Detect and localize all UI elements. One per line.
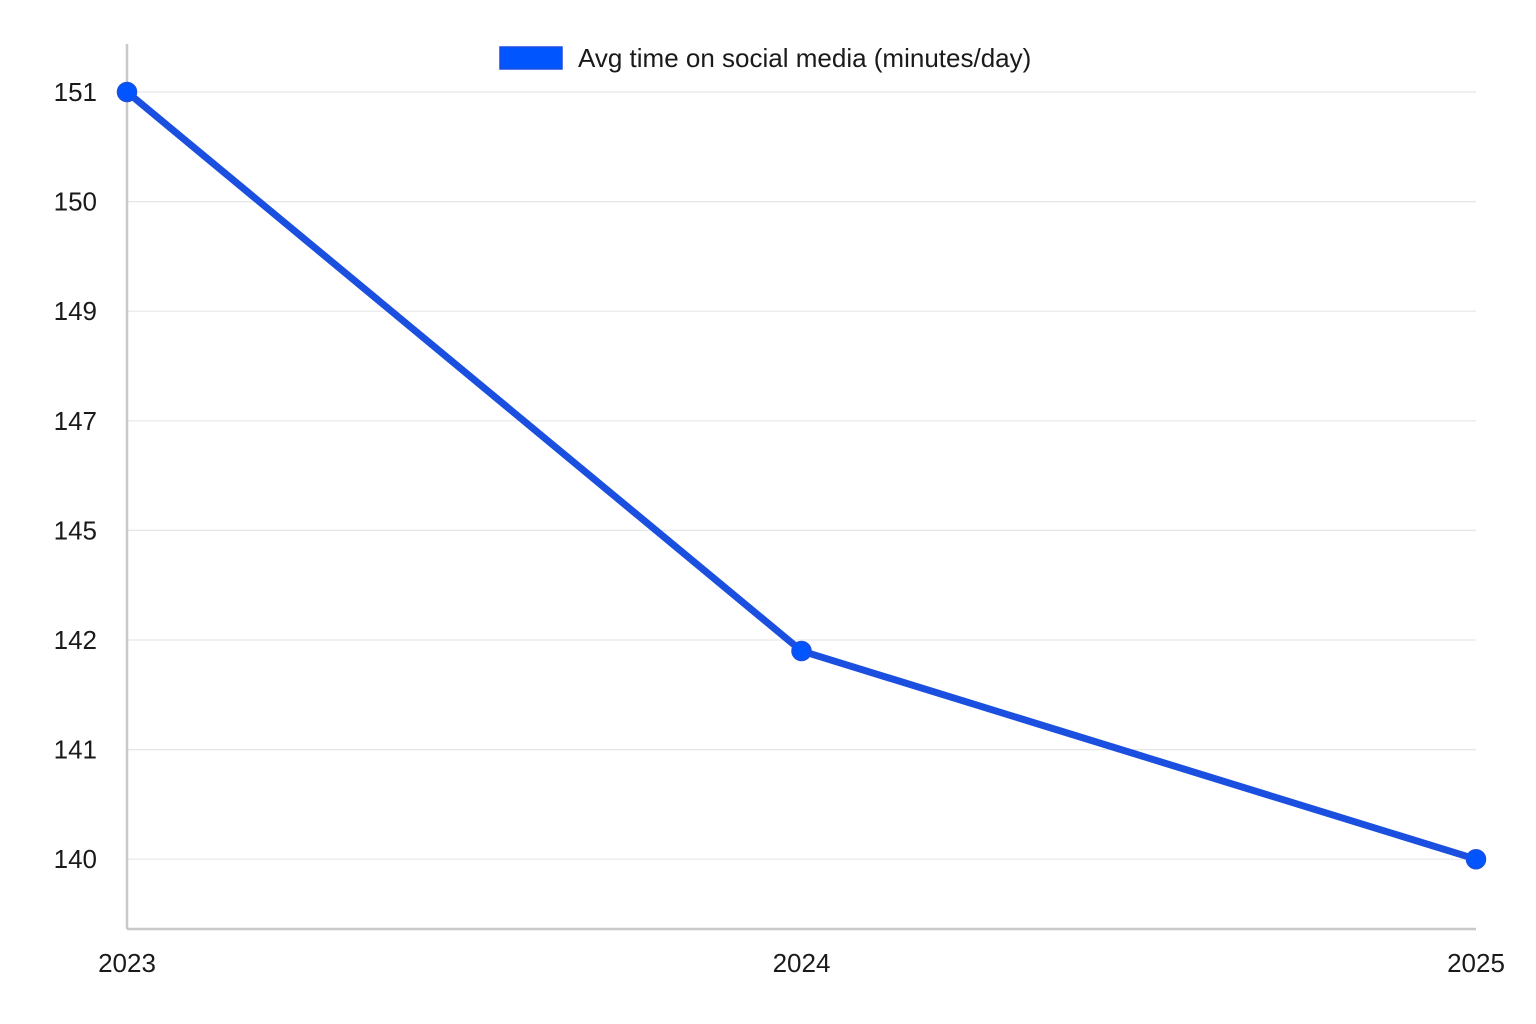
legend-label: Avg time on social media (minutes/day) [578,43,1031,73]
x-tick-label: 2025 [1447,948,1505,978]
data-point [116,81,138,103]
series-group [116,81,1487,870]
y-tick-labels: 151 150 149 147 145 142 141 140 [54,77,97,874]
data-point [791,640,812,662]
x-tick-label: 2023 [98,948,156,978]
y-tick-label: 145 [54,515,97,545]
y-tick-label: 141 [54,735,97,765]
y-tick-label: 142 [54,625,97,655]
y-tick-label: 150 [54,187,97,217]
grid-lines [127,91,1476,860]
y-tick-label: 147 [54,406,97,436]
y-tick-label: 140 [54,844,97,874]
x-tick-labels: 2023 2024 2025 [98,948,1505,978]
axes [125,44,1476,931]
y-tick-label: 149 [54,296,97,326]
data-point [1465,848,1487,870]
legend: Avg time on social media (minutes/day) [499,43,1031,73]
series-line [123,88,1480,863]
legend-swatch [499,46,563,70]
x-tick-label: 2024 [773,948,831,978]
y-tick-label: 151 [54,77,97,107]
